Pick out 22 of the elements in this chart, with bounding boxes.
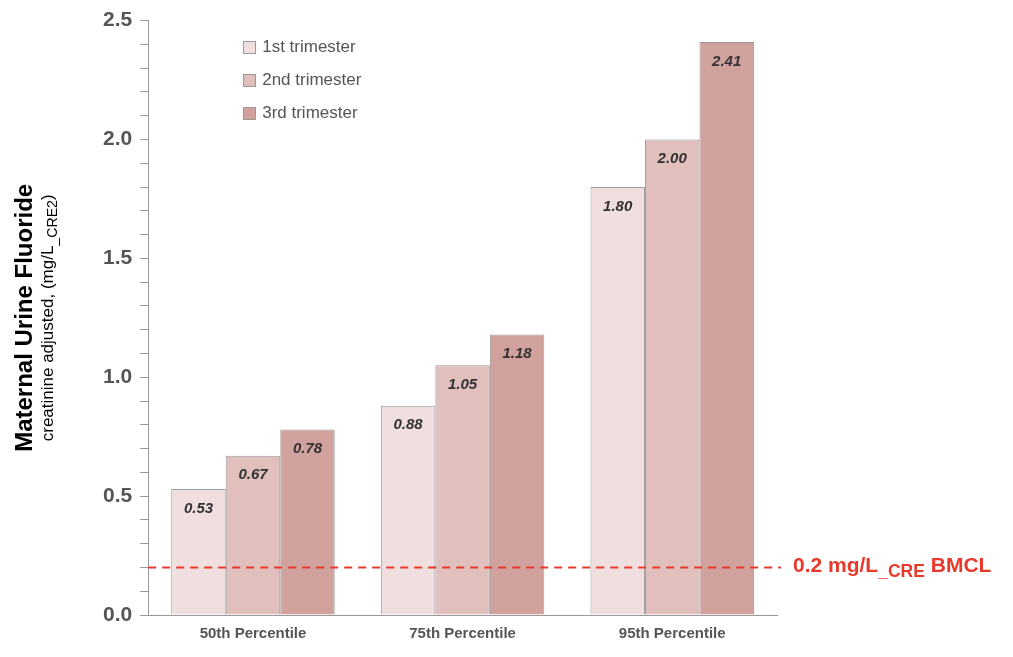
x-tick-label: 95th Percentile [618,624,726,642]
y-tick-label: 0.0 [102,601,133,625]
y-tick-label: 2.5 [102,7,133,31]
x-tick-label: 50th Percentile [199,624,307,642]
data-label: 0.53 [183,498,214,516]
legend-label: 1st trimester [262,37,356,58]
data-label: 1.80 [603,196,633,214]
y-tick-label: 1.5 [102,245,133,269]
data-label: 1.05 [447,374,478,392]
legend-label: 3rd trimester [262,103,358,124]
data-label: 1.18 [502,344,533,362]
y-tick-label: 1.0 [102,364,133,388]
data-label: 0.88 [393,415,424,433]
y-tick-label: 0.5 [102,482,133,506]
data-label: 2.00 [656,149,688,167]
legend-label: 2nd trimester [262,70,362,91]
data-label: 0.67 [238,465,269,483]
data-label: 0.78 [292,439,323,457]
ref-line-label: 0.2 mg/L$_{_CRE}$ BMCL [793,553,992,583]
x-tick-label: 75th Percentile [409,624,516,642]
y-tick-label: 2.0 [102,126,133,150]
data-label: 2.41 [711,51,742,69]
